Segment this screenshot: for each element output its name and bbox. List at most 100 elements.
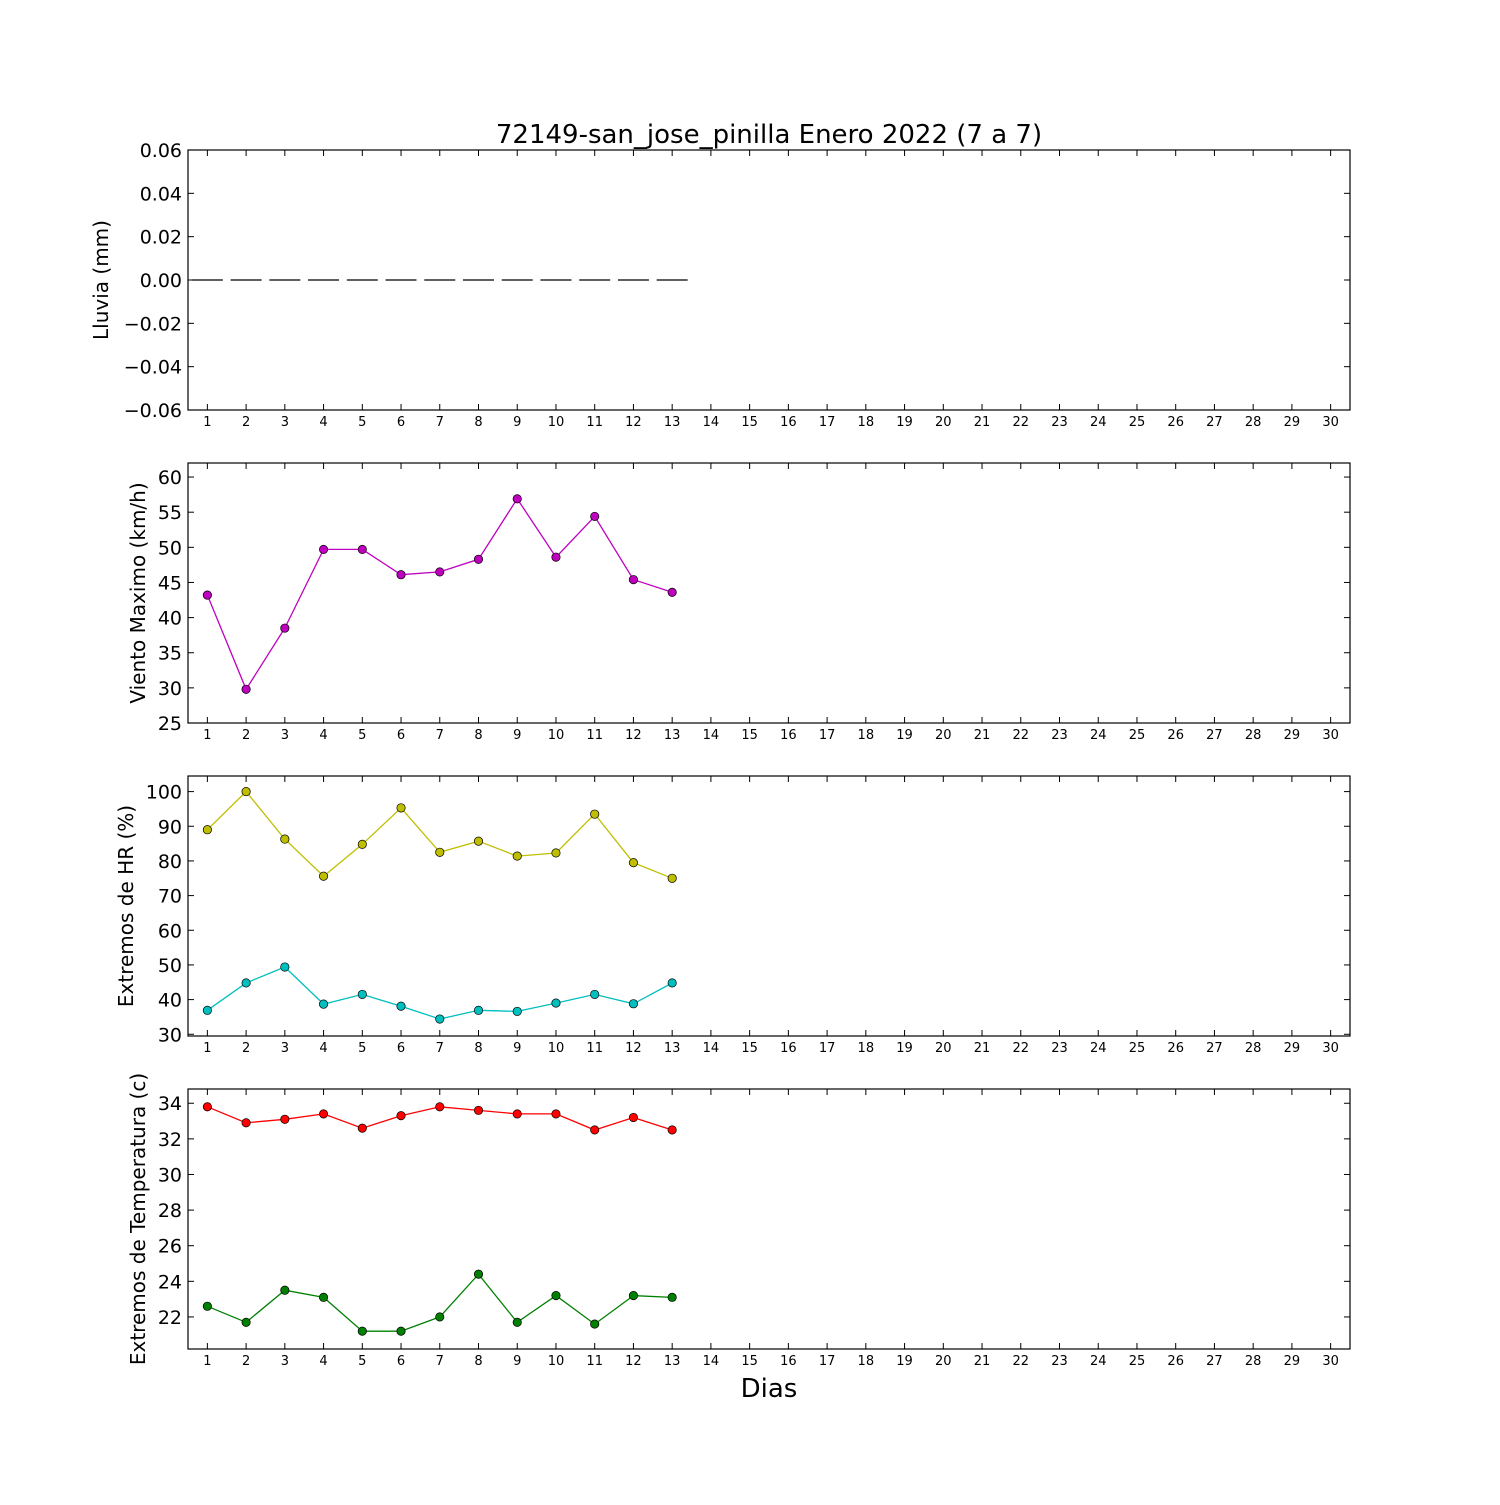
x-tick-label: 23: [1051, 1354, 1068, 1369]
x-tick-label: 2: [242, 1041, 250, 1056]
x-tick-label: 9: [513, 1354, 521, 1369]
x-tick-label: 30: [1322, 415, 1339, 430]
x-tick-label: 29: [1284, 728, 1301, 743]
x-tick-label: 1: [203, 1041, 211, 1056]
x-tick-label: 28: [1245, 728, 1262, 743]
data-point: [667, 873, 677, 883]
series-line: [207, 966, 673, 1020]
x-tick-label: 27: [1206, 415, 1223, 430]
y-tick-label: −0.06: [124, 400, 182, 422]
x-tick-label: 15: [741, 1354, 758, 1369]
x-tick-label: 4: [319, 728, 327, 743]
x-tick-label: 4: [319, 1041, 327, 1056]
x-tick-label: 18: [858, 728, 875, 743]
y-tick-label: 35: [158, 643, 182, 665]
data-point: [628, 1112, 638, 1123]
x-tick-label: 26: [1167, 1354, 1184, 1369]
x-tick-label: 19: [896, 1041, 913, 1056]
data-point: [590, 809, 600, 819]
y-tick-label: 34: [158, 1093, 182, 1115]
x-tick-label: 13: [664, 1354, 681, 1369]
x-tick-label: 5: [358, 415, 366, 430]
x-tick-label: 22: [1012, 1041, 1029, 1056]
y-tick-label: 30: [158, 678, 182, 700]
data-point: [280, 834, 290, 844]
x-tick-label: 27: [1206, 728, 1223, 743]
x-tick-label: 25: [1129, 1354, 1146, 1369]
data-point: [357, 989, 367, 999]
x-tick-label: 30: [1322, 1354, 1339, 1369]
x-tick-label: 28: [1245, 1354, 1262, 1369]
x-tick-label: 11: [586, 1041, 603, 1056]
data-point: [280, 623, 290, 633]
x-tick-label: 6: [397, 728, 405, 743]
x-tick-label: 1: [203, 1354, 211, 1369]
data-point: [590, 1319, 600, 1329]
data-point: [512, 1109, 522, 1119]
y-tick-label: 0.04: [140, 183, 182, 205]
x-tick-label: 16: [780, 1354, 797, 1369]
x-tick-label: 17: [819, 728, 836, 743]
x-tick-label: 9: [513, 415, 521, 430]
x-tick-label: 14: [703, 1041, 720, 1056]
x-tick-label: 15: [741, 1041, 758, 1056]
x-tick-label: 11: [586, 415, 603, 430]
y-tick-label: 80: [158, 851, 182, 873]
x-tick-label: 14: [703, 728, 720, 743]
data-point: [667, 1292, 677, 1302]
x-tick-label: 18: [858, 1354, 875, 1369]
x-tick-label: 19: [896, 728, 913, 743]
y-tick-label: 40: [158, 608, 182, 630]
x-tick-label: 5: [358, 728, 366, 743]
x-tick-label: 21: [974, 1354, 991, 1369]
x-tick-label: 16: [780, 728, 797, 743]
y-axis-label: Viento Maximo (km/h): [126, 482, 150, 703]
x-tick-label: 9: [513, 728, 521, 743]
x-tick-label: 15: [741, 415, 758, 430]
x-tick-label: 10: [548, 1041, 565, 1056]
x-tick-label: 8: [474, 1041, 482, 1056]
y-tick-label: 30: [158, 1024, 182, 1046]
x-tick-label: 3: [281, 1354, 289, 1369]
y-axis-label: Extremos de HR (%): [114, 805, 138, 1007]
x-tick-label: 3: [281, 1041, 289, 1056]
x-tick-label: 6: [397, 1041, 405, 1056]
data-point: [319, 544, 329, 554]
y-tick-label: 30: [158, 1164, 182, 1186]
x-tick-label: 6: [397, 1354, 405, 1369]
y-axis-label: Lluvia (mm): [89, 220, 113, 340]
x-tick-label: 27: [1206, 1354, 1223, 1369]
x-tick-label: 30: [1322, 1041, 1339, 1056]
y-tick-label: 0.02: [140, 227, 182, 249]
x-tick-label: 24: [1090, 415, 1107, 430]
data-point: [319, 1292, 329, 1302]
data-point: [551, 552, 561, 562]
x-tick-label: 1: [203, 728, 211, 743]
y-tick-label: −0.02: [124, 313, 182, 335]
x-tick-label: 24: [1090, 1041, 1107, 1056]
x-tick-label: 26: [1167, 415, 1184, 430]
data-point: [357, 1123, 367, 1133]
series-line: [207, 1273, 673, 1332]
y-tick-label: 24: [158, 1271, 182, 1293]
x-tick-label: 6: [397, 415, 405, 430]
x-tick-label: 26: [1167, 728, 1184, 743]
data-point: [667, 1125, 677, 1135]
x-tick-label: 19: [896, 415, 913, 430]
x-tick-label: 17: [819, 1354, 836, 1369]
data-point: [357, 839, 367, 849]
x-tick-label: 11: [586, 1354, 603, 1369]
data-point: [319, 999, 329, 1009]
x-tick-label: 22: [1012, 415, 1029, 430]
x-tick-label: 30: [1322, 728, 1339, 743]
data-point: [202, 1301, 212, 1311]
x-tick-label: 18: [858, 415, 875, 430]
x-tick-label: 13: [664, 1041, 681, 1056]
x-tick-label: 8: [474, 728, 482, 743]
y-tick-label: 45: [158, 572, 182, 594]
data-point: [667, 978, 677, 988]
